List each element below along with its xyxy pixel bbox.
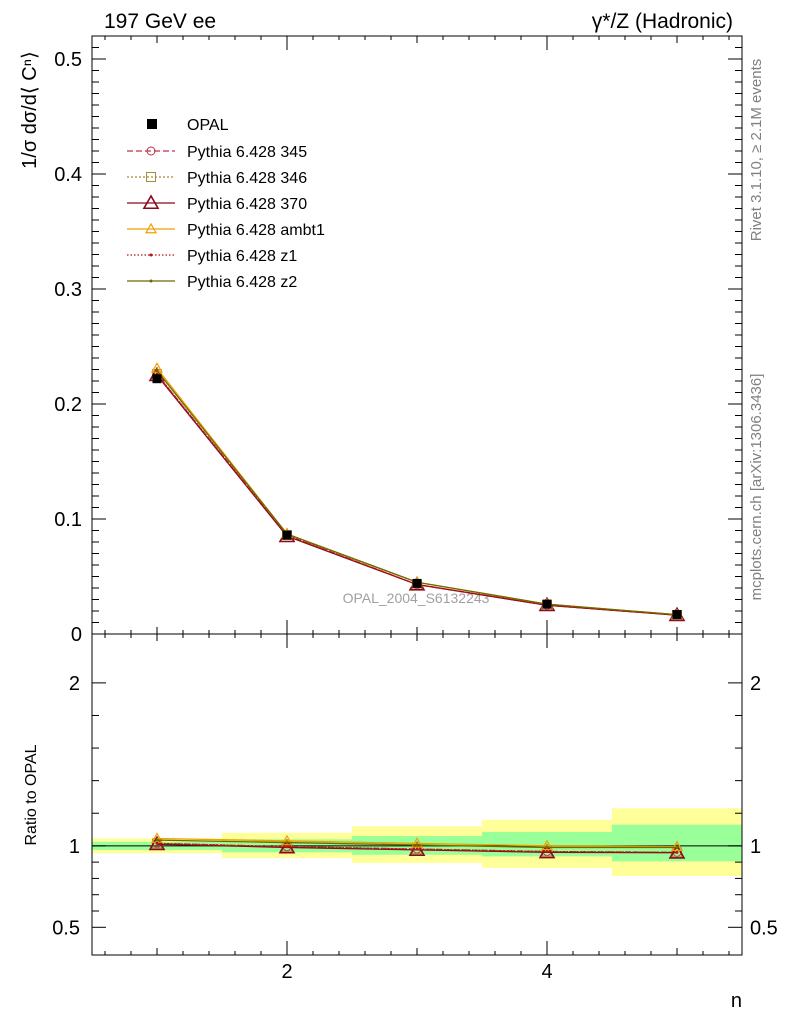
main-y-tick-label: 0.2 xyxy=(54,394,82,416)
legend-marker-6 xyxy=(149,279,153,283)
ratio-series-5-point xyxy=(675,850,679,854)
main-y-tick-label: 0.4 xyxy=(54,164,82,186)
ratio-series-6-point xyxy=(545,845,549,849)
legend-label-6: Pythia 6.428 z2 xyxy=(187,274,297,291)
ratio-y-tick-label-right: 2 xyxy=(750,673,761,695)
ratio-series-6-point xyxy=(155,838,159,842)
ratio-series-3-point xyxy=(538,843,556,859)
legend-label-5: Pythia 6.428 z1 xyxy=(187,248,297,265)
legend-marker-1 xyxy=(146,146,156,156)
ratio-y-tick-label-right: 1 xyxy=(750,836,761,858)
ratio-band-green-5 xyxy=(612,824,742,862)
main-y-tick-label: 0.1 xyxy=(54,509,82,531)
legend-marker-4 xyxy=(144,222,158,234)
ratio-series-3-point xyxy=(148,835,166,851)
opal-data-point xyxy=(672,609,682,619)
legend-label-3: Pythia 6.428 370 xyxy=(187,196,307,213)
legend-marker-3 xyxy=(142,194,160,210)
ratio-y-tick-label-left: 1 xyxy=(69,836,80,858)
opal-data-point xyxy=(282,530,292,540)
main-y-axis-label: 1/σ dσ/d⟨ Cⁿ⟩ xyxy=(19,51,41,169)
opal-data-point xyxy=(542,599,552,609)
ratio-series-6-point xyxy=(285,841,289,845)
ratio-series-line-4 xyxy=(156,837,678,848)
ratio-series-4-point xyxy=(670,840,684,851)
legend-label-2: Pythia 6.428 346 xyxy=(187,170,307,187)
opal-data-point xyxy=(412,578,422,588)
main-y-tick-label: 0.5 xyxy=(54,49,82,71)
ratio-series-5-point xyxy=(545,850,549,854)
x-tick-label: 4 xyxy=(541,961,552,983)
mcplots-reference-label: mcplots.cern.ch [arXiv:1306.3436] xyxy=(748,374,765,601)
plot-title-left: 197 GeV ee xyxy=(104,10,216,33)
ratio-series-5-point xyxy=(285,845,289,849)
main-y-tick-label: 0 xyxy=(71,624,82,646)
rivet-version-label: Rivet 3.1.10, ≥ 2.1M events xyxy=(748,59,765,242)
legend-label-4: Pythia 6.428 ambt1 xyxy=(187,222,325,239)
ratio-y-tick-label-left: 2 xyxy=(69,673,80,695)
legend-marker-2 xyxy=(146,172,156,182)
plot-title-right: γ*/Z (Hadronic) xyxy=(592,10,733,33)
legend-marker-5 xyxy=(149,253,153,257)
ratio-y-axis-label: Ratio to OPAL xyxy=(23,744,40,845)
ratio-series-5-point xyxy=(415,847,419,851)
ratio-plot-frame xyxy=(91,633,743,956)
main-series-line-5 xyxy=(156,373,678,616)
ratio-y-tick-label-left: 0.5 xyxy=(52,917,80,939)
ratio-series-6-point xyxy=(675,845,679,849)
analysis-id-watermark: OPAL_2004_S6132243 xyxy=(343,590,490,606)
ratio-y-tick-label-right: 0.5 xyxy=(750,917,778,939)
x-axis-label: n xyxy=(731,990,742,1012)
main-y-tick-label: 0.3 xyxy=(54,279,82,301)
legend-label-1: Pythia 6.428 345 xyxy=(187,144,307,161)
legend-label-opal: OPAL xyxy=(187,117,229,134)
ratio-series-3-point xyxy=(668,844,686,859)
x-tick-label: 2 xyxy=(281,961,292,983)
ratio-series-4-point xyxy=(410,837,424,848)
main-series-6-point xyxy=(155,369,159,373)
legend-opal-marker xyxy=(147,119,157,129)
ratio-series-4-point xyxy=(540,839,554,851)
ratio-series-4-point xyxy=(280,834,294,846)
ratio-series-5-point xyxy=(155,841,159,845)
ratio-series-6-point xyxy=(415,843,419,847)
opal-data-point xyxy=(152,374,162,384)
